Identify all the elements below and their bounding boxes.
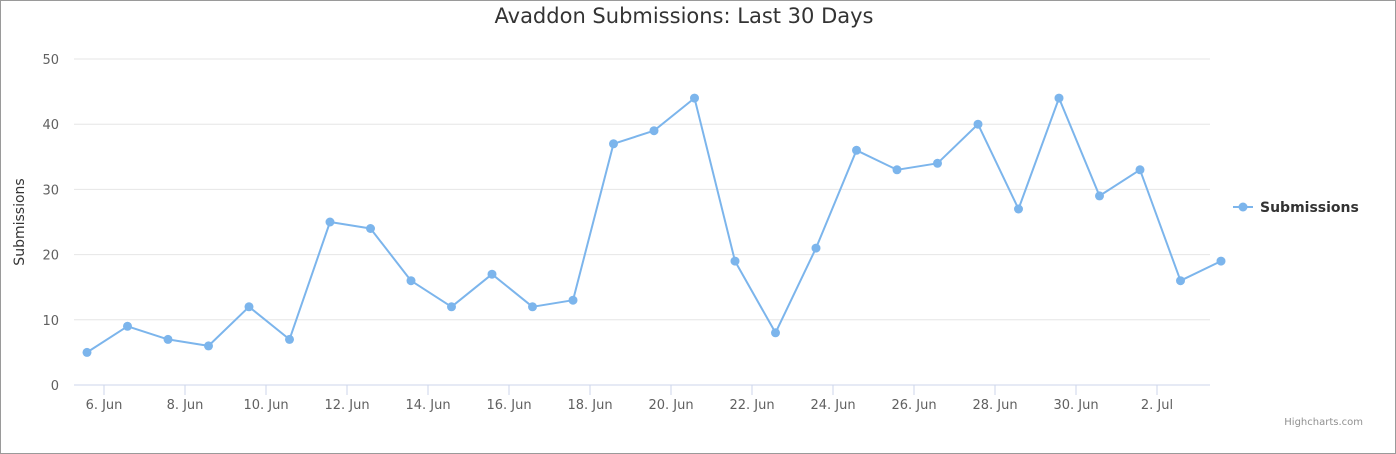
series-submissions[interactable] (82, 93, 1226, 357)
legend[interactable]: Submissions (1233, 200, 1359, 216)
x-tick-label: 20. Jun (648, 398, 693, 413)
data-point[interactable] (528, 302, 537, 312)
data-point[interactable] (325, 217, 335, 227)
x-tick-label: 10. Jun (243, 398, 288, 413)
data-point[interactable] (852, 145, 861, 155)
chart-title: Avaddon Submissions: Last 30 Days (495, 4, 874, 28)
data-point[interactable] (487, 269, 497, 279)
x-axis: 6. Jun 8. Jun 10. Jun 12. Jun 14. Jun 16. Jun… (74, 384, 1210, 413)
y-tick-label: 40 (42, 118, 59, 133)
data-point[interactable] (163, 334, 173, 344)
x-tick-label: 28. Jun (972, 398, 1017, 413)
credits-link[interactable]: Highcharts.com (1284, 417, 1363, 428)
x-tick-label: 16. Jun (486, 398, 531, 413)
data-point[interactable] (811, 243, 821, 253)
data-point[interactable] (568, 295, 578, 305)
data-point[interactable] (609, 139, 618, 149)
data-point[interactable] (892, 165, 902, 175)
y-tick-label: 30 (42, 183, 59, 198)
data-point[interactable] (285, 334, 294, 344)
data-point[interactable] (933, 158, 942, 168)
data-point[interactable] (447, 302, 456, 312)
data-point[interactable] (1095, 191, 1104, 201)
y-tick-label: 0 (51, 379, 59, 394)
data-point[interactable] (771, 328, 780, 338)
y-tick-label: 50 (42, 53, 59, 68)
data-point[interactable] (1054, 93, 1064, 103)
gridlines (74, 58, 1210, 321)
x-tick-label: 14. Jun (405, 398, 450, 413)
data-point[interactable] (204, 341, 213, 351)
x-tick-label: 26. Jun (891, 398, 936, 413)
data-point[interactable] (1135, 165, 1145, 175)
y-axis-label: Submissions (12, 178, 28, 265)
data-point[interactable] (690, 93, 699, 103)
data-point[interactable] (244, 302, 254, 312)
y-tick-label: 20 (42, 249, 59, 264)
data-point[interactable] (730, 256, 740, 266)
x-tick-label: 2. Jul (1141, 398, 1173, 413)
data-point[interactable] (973, 119, 983, 129)
data-point[interactable] (649, 126, 659, 136)
y-tick-label: 10 (42, 314, 59, 329)
data-point[interactable] (406, 276, 416, 286)
x-tick-label: 6. Jun (86, 398, 123, 413)
x-tick-label: 8. Jun (167, 398, 204, 413)
x-tick-label: 24. Jun (810, 398, 855, 413)
series-line (86, 97, 1222, 354)
data-point[interactable] (1216, 256, 1226, 266)
data-point[interactable] (82, 347, 92, 357)
x-tick-label: 12. Jun (324, 398, 369, 413)
x-tick-label: 22. Jun (729, 398, 774, 413)
data-point[interactable] (1014, 204, 1023, 214)
data-point[interactable] (1176, 276, 1185, 286)
x-tick-label: 18. Jun (567, 398, 612, 413)
legend-marker-icon (1238, 202, 1248, 212)
y-axis-ticks: 0 10 20 30 40 50 (42, 53, 59, 394)
data-point[interactable] (123, 321, 132, 331)
legend-item-submissions[interactable]: Submissions (1260, 200, 1359, 216)
x-tick-label: 30. Jun (1053, 398, 1098, 413)
data-point[interactable] (366, 224, 375, 233)
